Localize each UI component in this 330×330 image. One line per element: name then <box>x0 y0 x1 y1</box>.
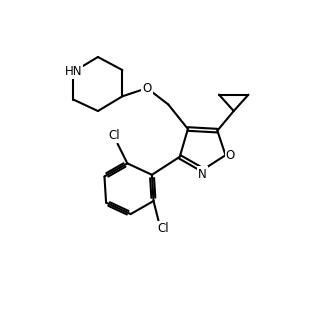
Text: Cl: Cl <box>157 222 169 235</box>
Text: O: O <box>142 82 151 95</box>
Text: O: O <box>226 149 235 162</box>
Text: N: N <box>198 168 207 181</box>
Text: Cl: Cl <box>109 129 120 142</box>
Text: HN: HN <box>65 65 82 78</box>
